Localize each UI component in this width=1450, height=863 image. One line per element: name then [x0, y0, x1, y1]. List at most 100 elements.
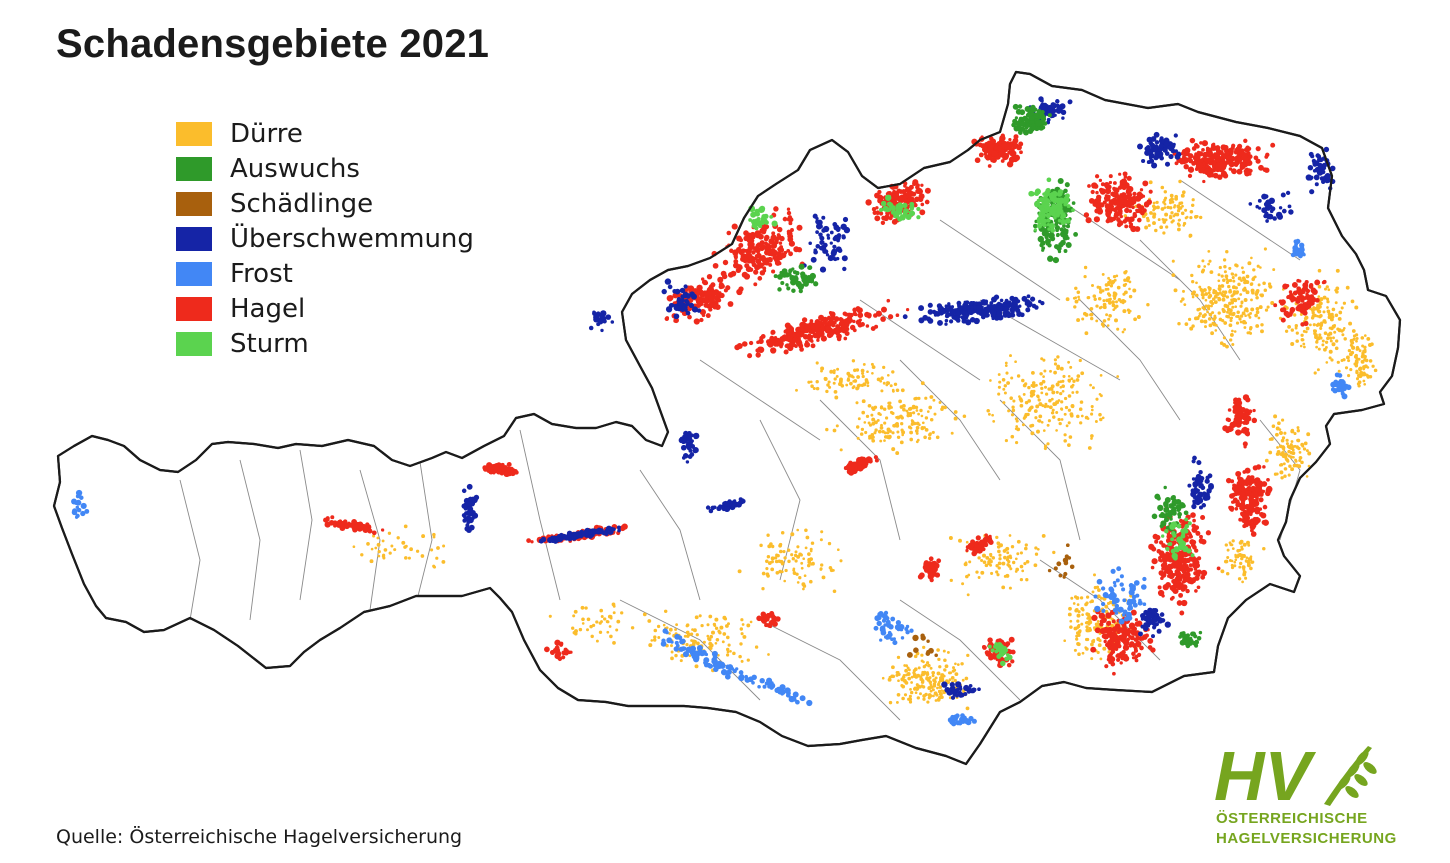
- damage-dot: [367, 524, 371, 528]
- damage-dot: [891, 674, 896, 679]
- damage-dot: [1194, 548, 1199, 553]
- damage-dot: [742, 634, 747, 639]
- damage-dot: [1006, 662, 1012, 668]
- damage-dot: [1228, 278, 1233, 283]
- damage-dot: [770, 567, 775, 572]
- damage-dot: [837, 236, 841, 240]
- damage-dot: [1038, 299, 1042, 304]
- damage-dot: [1112, 671, 1116, 676]
- damage-dot: [1272, 268, 1276, 272]
- damage-dot: [687, 314, 692, 320]
- damage-dot: [1361, 344, 1365, 348]
- damage-dot: [1177, 218, 1181, 222]
- damage-dot: [793, 553, 798, 558]
- damage-dot: [836, 336, 842, 342]
- damage-dot: [752, 246, 758, 251]
- damage-dot: [1202, 179, 1206, 184]
- damage-dot: [1242, 412, 1248, 418]
- damage-dot: [1207, 250, 1211, 253]
- damage-dot: [778, 255, 783, 261]
- damage-dot: [804, 528, 808, 533]
- damage-dot: [1218, 291, 1222, 295]
- damage-dot: [1326, 309, 1331, 314]
- damage-dot: [736, 288, 743, 296]
- damage-dot: [741, 271, 748, 278]
- damage-dot: [1322, 295, 1327, 300]
- damage-dot: [832, 222, 838, 227]
- damage-dot: [1077, 295, 1080, 299]
- damage-dot: [986, 409, 990, 413]
- damage-dot: [924, 428, 929, 432]
- district-line: [359, 469, 381, 611]
- district-line: [239, 459, 261, 621]
- damage-dot: [802, 557, 806, 561]
- damage-dot: [1113, 200, 1118, 204]
- damage-dot: [1130, 609, 1137, 616]
- district-line: [759, 619, 901, 721]
- damage-dot: [620, 611, 624, 615]
- damage-dot: [333, 523, 337, 528]
- damage-dot: [888, 675, 892, 679]
- damage-dot: [1063, 433, 1067, 437]
- damage-dot: [856, 457, 863, 464]
- damage-dot: [701, 313, 706, 317]
- damage-dot: [936, 682, 941, 687]
- damage-dot: [1081, 613, 1084, 617]
- damage-dot: [759, 543, 763, 548]
- damage-dot: [1301, 304, 1307, 309]
- damage-dot: [727, 272, 734, 278]
- damage-dot: [991, 413, 994, 417]
- damage-dot: [851, 359, 856, 363]
- damage-dot: [683, 634, 687, 638]
- damage-dot: [848, 469, 855, 476]
- damage-dot: [1041, 533, 1046, 538]
- damage-dot: [931, 670, 936, 675]
- damage-dot: [885, 383, 889, 387]
- damage-dot: [1122, 283, 1127, 287]
- damage-dot: [1090, 646, 1097, 653]
- damage-dot: [1077, 610, 1081, 614]
- damage-dot: [1187, 317, 1192, 322]
- damage-dot: [1063, 439, 1067, 443]
- damage-dot: [883, 421, 887, 425]
- damage-dot: [771, 544, 775, 549]
- damage-dot: [1070, 414, 1074, 418]
- damage-dot: [807, 557, 812, 562]
- damage-dot: [798, 343, 804, 349]
- damage-dot: [404, 556, 408, 560]
- damage-dot: [717, 276, 724, 283]
- damage-dot: [1015, 425, 1019, 428]
- damage-dot: [1229, 426, 1234, 432]
- damage-dot: [809, 319, 814, 323]
- damage-dot: [1189, 210, 1194, 214]
- damage-dot: [1059, 385, 1063, 389]
- damage-dot: [1239, 148, 1245, 154]
- damage-dot: [1185, 538, 1189, 543]
- damage-dot: [1052, 550, 1056, 555]
- damage-dot: [1171, 259, 1175, 263]
- damage-dot: [1326, 336, 1330, 341]
- damage-dot: [1248, 316, 1252, 319]
- damage-dot: [1242, 554, 1246, 558]
- damage-dot: [1042, 429, 1046, 432]
- damage-dot: [1147, 637, 1154, 644]
- damage-dot: [1116, 629, 1121, 635]
- damage-dot: [1134, 621, 1141, 627]
- damage-dot: [1086, 417, 1090, 420]
- damage-dot: [1108, 199, 1114, 205]
- damage-dot: [1006, 312, 1012, 319]
- damage-dot: [1115, 300, 1118, 304]
- damage-dot: [1134, 618, 1139, 622]
- damage-dot: [1244, 496, 1248, 501]
- damage-dot: [761, 229, 767, 235]
- damage-dot: [908, 694, 912, 698]
- damage-dot: [1203, 319, 1208, 324]
- damage-dot: [778, 542, 783, 547]
- damage-dot: [1273, 414, 1278, 419]
- damage-dot: [1124, 224, 1129, 229]
- damage-dot: [1287, 473, 1291, 477]
- damage-dot: [667, 295, 674, 301]
- damage-dot: [1288, 290, 1293, 294]
- damage-dot: [1179, 564, 1185, 570]
- damage-dot: [767, 653, 770, 656]
